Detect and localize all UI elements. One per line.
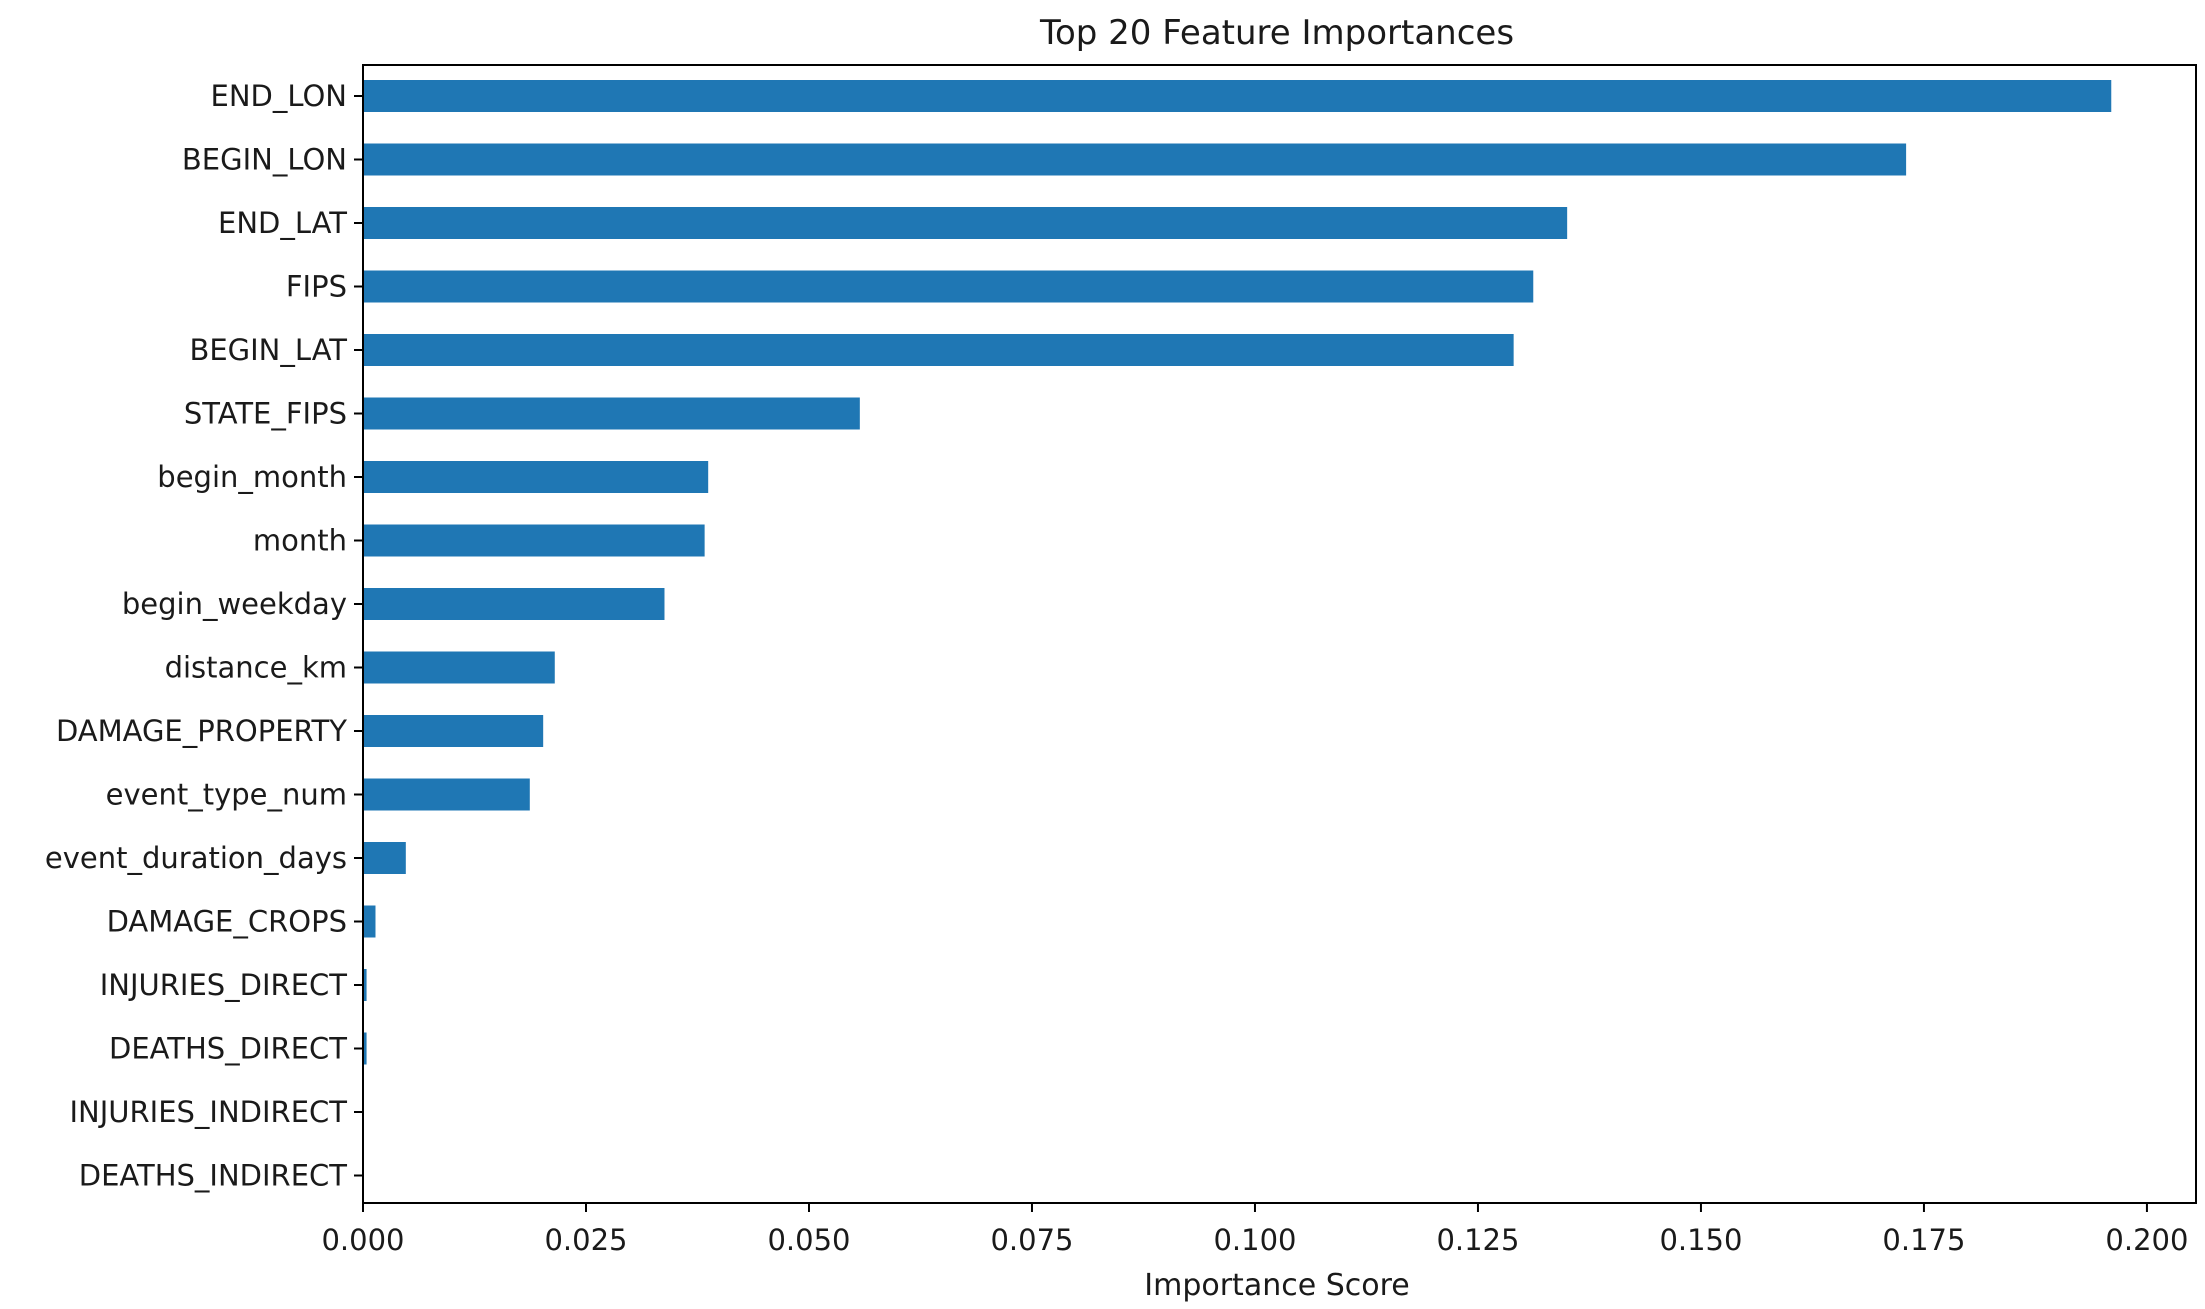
- y-tick-label: INJURIES_INDIRECT: [69, 1095, 347, 1129]
- y-tick-label: END_LAT: [218, 206, 347, 240]
- plot-frame: [362, 64, 2197, 1204]
- x-tick-label: 0.025: [544, 1223, 627, 1257]
- x-tick-label: 0.150: [1659, 1223, 1742, 1257]
- y-tick-label: STATE_FIPS: [184, 397, 347, 431]
- x-axis-ticks: 0.000 0.025 0.050 0.075 0.100 0.125 0.150 0.175…: [321, 1203, 2188, 1257]
- bar: [363, 778, 530, 811]
- bar: [363, 461, 709, 493]
- bar: [363, 397, 860, 430]
- bar: [363, 651, 555, 684]
- y-tick-label: begin_month: [157, 460, 347, 494]
- x-tick-label: 0.100: [1213, 1223, 1296, 1257]
- y-tick-label: event_duration_days: [45, 841, 347, 875]
- bars-group: [363, 80, 2112, 1065]
- x-tick-label: 0.200: [2105, 1223, 2188, 1257]
- y-tick-label: BEGIN_LAT: [189, 333, 347, 367]
- bar: [363, 207, 1568, 239]
- y-axis-ticks: END_LON BEGIN_LON END_LAT FIPS BEGIN_LAT STAT…: [45, 79, 363, 1193]
- bar: [363, 842, 406, 874]
- y-tick-label: DAMAGE_PROPERTY: [56, 714, 347, 748]
- y-tick-label: event_type_num: [106, 778, 347, 812]
- bar: [363, 80, 2112, 112]
- x-tick-label: 0.125: [1436, 1223, 1519, 1257]
- y-tick-label: month: [253, 524, 347, 558]
- bar: [363, 905, 376, 938]
- x-tick-label: 0.175: [1882, 1223, 1965, 1257]
- bar: [363, 334, 1514, 366]
- bar: [363, 270, 1534, 303]
- x-tick-label: 0.000: [321, 1223, 404, 1257]
- x-tick-label: 0.075: [990, 1223, 1073, 1257]
- y-tick-label: DEATHS_DIRECT: [109, 1032, 347, 1066]
- y-tick-label: END_LON: [211, 79, 348, 113]
- x-axis-label: Importance Score: [1144, 1268, 1409, 1303]
- y-tick-label: BEGIN_LON: [182, 143, 347, 177]
- bar: [363, 524, 705, 557]
- chart-title: Top 20 Feature Importances: [1039, 13, 1514, 53]
- bar: [363, 588, 665, 620]
- y-tick-label: DAMAGE_CROPS: [107, 905, 347, 939]
- x-tick-label: 0.050: [767, 1223, 850, 1257]
- bar: [363, 715, 544, 747]
- y-tick-label: distance_km: [165, 651, 347, 685]
- y-tick-label: INJURIES_DIRECT: [100, 968, 348, 1002]
- bar: [363, 1032, 367, 1065]
- y-tick-label: DEATHS_INDIRECT: [79, 1159, 348, 1193]
- bar: [363, 969, 367, 1001]
- y-tick-label: begin_weekday: [122, 587, 347, 621]
- y-tick-label: FIPS: [286, 270, 347, 304]
- bar: [363, 143, 1907, 176]
